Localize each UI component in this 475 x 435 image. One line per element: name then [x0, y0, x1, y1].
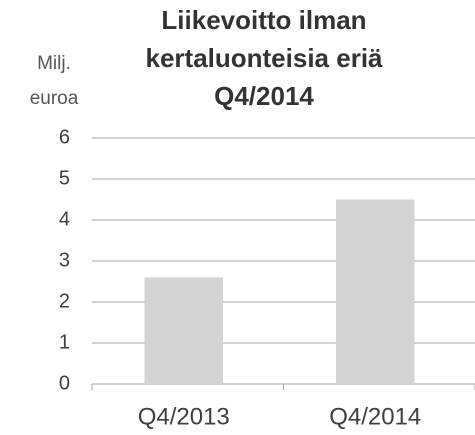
y-tick-label: 5: [59, 167, 70, 189]
chart-title: kertaluonteisia eriä: [146, 43, 384, 73]
y-tick-label: 2: [59, 290, 70, 312]
y-tick-label: 4: [59, 208, 70, 230]
y-tick-label: 3: [59, 249, 70, 271]
y-axis-label: euroa: [30, 88, 79, 109]
y-axis-label: Milj.: [37, 53, 71, 74]
y-tick-label: 1: [59, 331, 70, 353]
chart-title: Liikevoitto ilman: [161, 5, 366, 35]
x-tick-label: Q4/2013: [138, 403, 230, 430]
chart-title: Q4/2014: [214, 81, 314, 111]
bar: [335, 199, 415, 384]
x-tick-label: Q4/2014: [329, 403, 421, 430]
bar: [144, 277, 224, 384]
y-tick-label: 0: [59, 372, 70, 394]
y-tick-label: 6: [59, 126, 70, 148]
